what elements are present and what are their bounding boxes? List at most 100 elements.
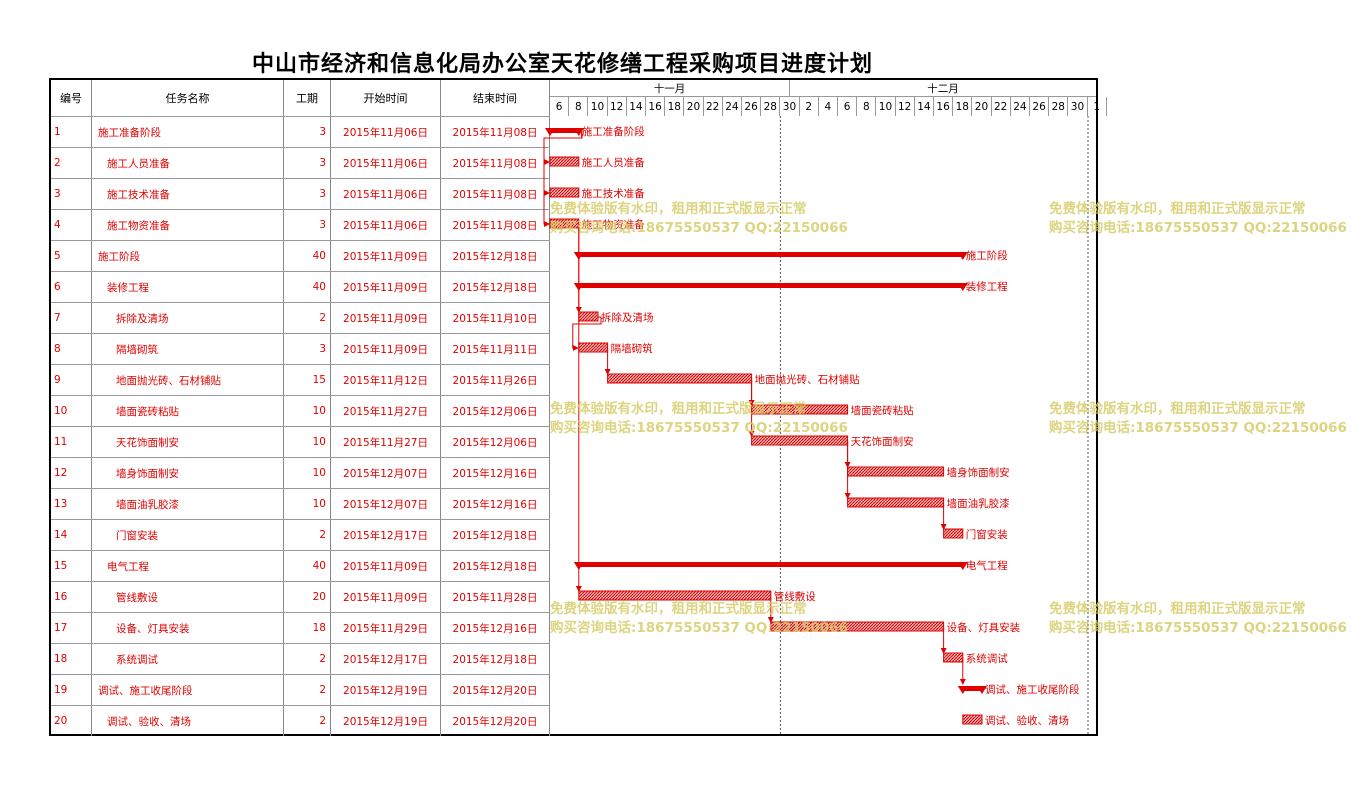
task-name: 施工阶段 [92,241,284,271]
task-duration: 10 [284,489,331,519]
task-id: 8 [51,334,92,364]
task-name: 墙身饰面制安 [92,458,284,488]
task-bar [549,156,580,167]
task-name: 调试、施工收尾阶段 [92,675,284,705]
task-id: 15 [51,551,92,581]
table-row[interactable]: 6 装修工程 40 2015年11月09日 2015年12月18日 [51,271,550,302]
header-name[interactable]: 任务名称 [92,80,284,116]
table-row[interactable]: 7 拆除及清场 2 2015年11月09日 2015年11月10日 [51,302,550,333]
task-name: 施工物资准备 [92,210,284,240]
task-name: 设备、灯具安装 [92,613,284,643]
header-end[interactable]: 结束时间 [441,80,550,116]
table-row[interactable]: 10 墙面瓷砖粘贴 10 2015年11月27日 2015年12月06日 [51,395,550,426]
table-row[interactable]: 11 天花饰面制安 10 2015年11月27日 2015年12月06日 [51,426,550,457]
task-start: 2015年11月09日 [331,303,441,333]
day-label: 16 [934,97,954,116]
dependency-link [572,316,602,351]
task-end: 2015年12月16日 [441,458,550,488]
task-start: 2015年11月06日 [331,117,441,147]
table-row[interactable]: 14 门窗安装 2 2015年12月17日 2015年12月18日 [51,519,550,550]
bar-label: 墙身饰面制安 [947,466,1010,479]
task-name: 地面抛光砖、石材铺贴 [92,365,284,395]
task-bar [943,528,964,539]
task-duration: 3 [284,117,331,147]
bar-label: 调试、施工收尾阶段 [985,683,1080,696]
page-title: 中山市经济和信息化局办公室天花修缮工程采购项目进度计划 [251,52,873,77]
table-row[interactable]: 16 管线敷设 20 2015年11月09日 2015年11月28日 [51,581,550,612]
bar-label: 门窗安装 [966,528,1008,541]
table-row[interactable]: 9 地面抛光砖、石材铺贴 15 2015年11月12日 2015年11月26日 [51,364,550,395]
table-row[interactable]: 2 施工人员准备 3 2015年11月06日 2015年11月08日 [51,147,550,178]
day-label: 1 [1088,97,1107,116]
task-start: 2015年12月19日 [331,706,441,736]
table-row[interactable]: 8 隔墙砌筑 3 2015年11月09日 2015年11月11日 [51,333,550,364]
task-start: 2015年12月19日 [331,675,441,705]
task-duration: 10 [284,396,331,426]
task-end: 2015年12月20日 [441,675,550,705]
task-id: 11 [51,427,92,457]
table-row[interactable]: 12 墙身饰面制安 10 2015年12月07日 2015年12月16日 [51,457,550,488]
table-row[interactable]: 15 电气工程 40 2015年11月09日 2015年12月18日 [51,550,550,581]
task-end: 2015年12月06日 [441,427,550,457]
task-start: 2015年11月09日 [331,272,441,302]
task-end: 2015年12月18日 [441,644,550,674]
task-start: 2015年11月29日 [331,613,441,643]
table-row[interactable]: 17 设备、灯具安装 18 2015年11月29日 2015年12月16日 [51,612,550,643]
day-label: 30 [780,97,800,116]
task-name: 施工准备阶段 [92,117,284,147]
task-id: 19 [51,675,92,705]
day-label: 22 [704,97,723,116]
bar-label: 施工物资准备 [582,218,645,231]
task-start: 2015年11月09日 [331,582,441,612]
task-id: 20 [51,706,92,736]
summary-start-marker [957,686,968,694]
task-start: 2015年11月27日 [331,396,441,426]
gantt-frame [49,78,1098,736]
task-end: 2015年12月06日 [441,396,550,426]
summary-end-marker [957,283,968,291]
day-label: 26 [1030,97,1050,116]
task-id: 7 [51,303,92,333]
table-row[interactable]: 1 施工准备阶段 3 2015年11月06日 2015年11月08日 [51,116,550,147]
task-bar [578,342,609,353]
task-end: 2015年12月16日 [441,489,550,519]
month-november: 十一月 [550,80,790,97]
task-id: 12 [51,458,92,488]
header-start[interactable]: 开始时间 [331,80,441,116]
summary-bar [962,686,982,691]
summary-bar [578,283,963,288]
summary-end-marker [957,562,968,570]
task-id: 10 [51,396,92,426]
table-row[interactable]: 4 施工物资准备 3 2015年11月06日 2015年11月08日 [51,209,550,240]
task-duration: 20 [284,582,331,612]
day-label: 6 [550,97,570,116]
bar-label: 施工技术准备 [582,187,645,200]
bar-label: 施工准备阶段 [582,125,645,138]
table-row[interactable]: 3 施工技术准备 3 2015年11月06日 2015年11月08日 [51,178,550,209]
task-duration: 40 [284,272,331,302]
task-end: 2015年12月18日 [441,241,550,271]
day-label: 24 [723,97,742,116]
header-duration[interactable]: 工期 [284,80,331,116]
table-row[interactable]: 5 施工阶段 40 2015年11月09日 2015年12月18日 [51,240,550,271]
day-label: 26 [742,97,762,116]
bar-label: 调试、验收、清场 [985,714,1069,727]
task-bar [943,652,964,663]
day-label: 22 [992,97,1011,116]
bar-label: 隔墙砌筑 [611,342,653,355]
day-label: 18 [665,97,685,116]
task-duration: 3 [284,210,331,240]
task-duration: 2 [284,303,331,333]
header-id[interactable]: 编号 [51,80,92,116]
table-row[interactable]: 19 调试、施工收尾阶段 2 2015年12月19日 2015年12月20日 [51,674,550,705]
day-label: 10 [876,97,896,116]
task-bar [549,218,580,229]
day-label: 10 [588,97,608,116]
task-duration: 10 [284,427,331,457]
task-id: 16 [51,582,92,612]
table-row[interactable]: 18 系统调试 2 2015年12月17日 2015年12月18日 [51,643,550,674]
task-duration: 40 [284,551,331,581]
table-row[interactable]: 20 调试、验收、清场 2 2015年12月19日 2015年12月20日 [51,705,550,736]
table-row[interactable]: 13 墙面油乳胶漆 10 2015年12月07日 2015年12月16日 [51,488,550,519]
